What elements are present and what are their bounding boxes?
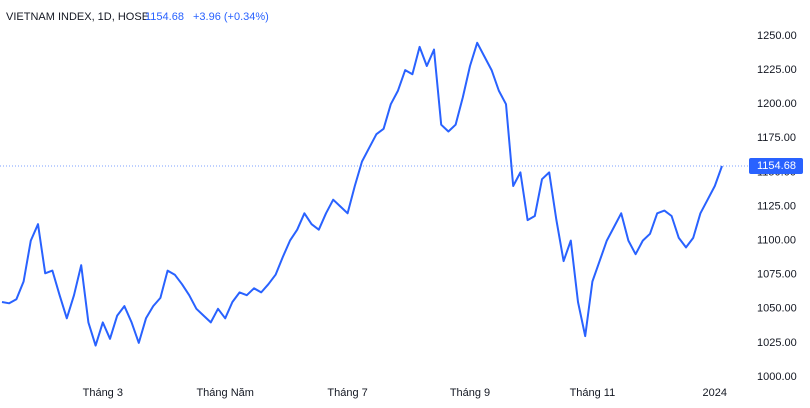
x-tick-label: Tháng 11	[570, 387, 616, 399]
y-tick-label: 1050.00	[757, 303, 797, 315]
change: +3.96 (+0.34%)	[193, 11, 269, 23]
y-tick-label: 1225.00	[757, 64, 797, 76]
y-tick-label: 1200.00	[757, 98, 797, 110]
x-tick-label: 2024	[703, 387, 727, 399]
y-tick-label: 1250.00	[757, 30, 797, 42]
last-value: 1154.68	[145, 11, 184, 23]
chart-title: VIETNAM INDEX, 1D, HOSE	[6, 11, 149, 23]
y-tick-label: 1100.00	[757, 235, 796, 247]
x-tick-label: Tháng 9	[450, 387, 490, 399]
y-tick-label: 1125.00	[757, 200, 796, 212]
x-tick-label: Tháng Năm	[196, 387, 253, 399]
last-price-box	[749, 158, 803, 175]
y-tick-label: 1025.00	[757, 337, 797, 349]
x-tick-label: Tháng 7	[327, 387, 367, 399]
last-price-label: 1154.68	[757, 160, 796, 172]
price-line	[1, 41, 723, 347]
y-tick-label: 1175.00	[757, 132, 796, 144]
y-tick-label: 1075.00	[757, 269, 797, 281]
x-tick-label: Tháng 3	[83, 387, 123, 399]
y-tick-label: 1000.00	[757, 371, 797, 383]
